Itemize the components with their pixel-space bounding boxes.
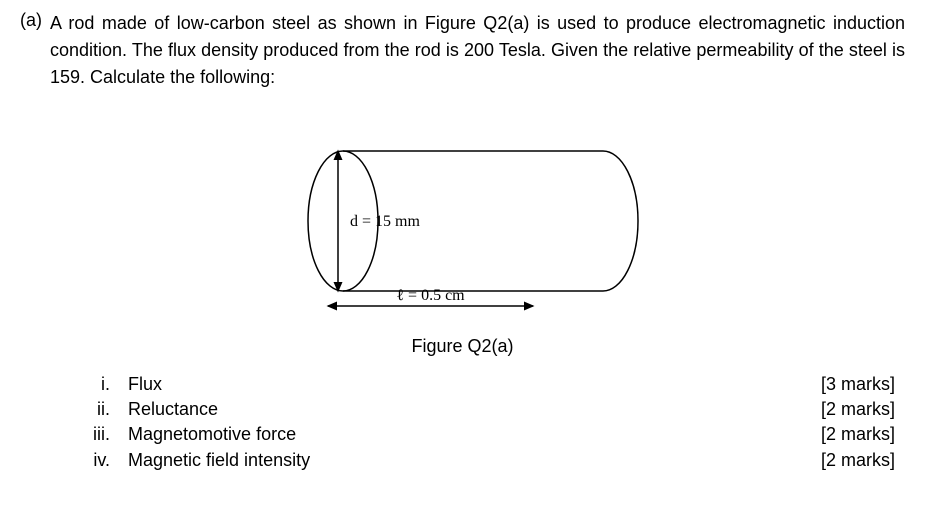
question-header: (a) A rod made of low-carbon steel as sh… bbox=[20, 10, 905, 91]
figure-caption: Figure Q2(a) bbox=[20, 336, 905, 357]
svg-text:ℓ = 0.5 cm: ℓ = 0.5 cm bbox=[396, 287, 465, 304]
sub-question-row: ii. Reluctance [2 marks] bbox=[70, 397, 905, 422]
question-text: A rod made of low-carbon steel as shown … bbox=[50, 10, 905, 91]
sub-question-row: iii. Magnetomotive force [2 marks] bbox=[70, 422, 905, 447]
question-marker: (a) bbox=[20, 10, 42, 31]
sub-marker: iv. bbox=[70, 448, 110, 473]
marks-label: [2 marks] bbox=[821, 397, 905, 422]
svg-text:d = 15 mm: d = 15 mm bbox=[350, 213, 420, 230]
marks-label: [2 marks] bbox=[821, 448, 905, 473]
marks-label: [3 marks] bbox=[821, 372, 905, 397]
sub-marker: iii. bbox=[70, 422, 110, 447]
sub-question-row: iv. Magnetic field intensity [2 marks] bbox=[70, 448, 905, 473]
sub-text: Magnetomotive force bbox=[128, 422, 296, 447]
rod-diagram: d = 15 mm ℓ = 0.5 cm bbox=[243, 111, 683, 331]
sub-text: Reluctance bbox=[128, 397, 218, 422]
figure-container: d = 15 mm ℓ = 0.5 cm bbox=[20, 111, 905, 331]
sub-text: Magnetic field intensity bbox=[128, 448, 310, 473]
marks-label: [2 marks] bbox=[821, 422, 905, 447]
sub-questions-list: i. Flux [3 marks] ii. Reluctance [2 mark… bbox=[20, 372, 905, 473]
sub-marker: ii. bbox=[70, 397, 110, 422]
sub-text: Flux bbox=[128, 372, 162, 397]
sub-question-row: i. Flux [3 marks] bbox=[70, 372, 905, 397]
sub-marker: i. bbox=[70, 372, 110, 397]
